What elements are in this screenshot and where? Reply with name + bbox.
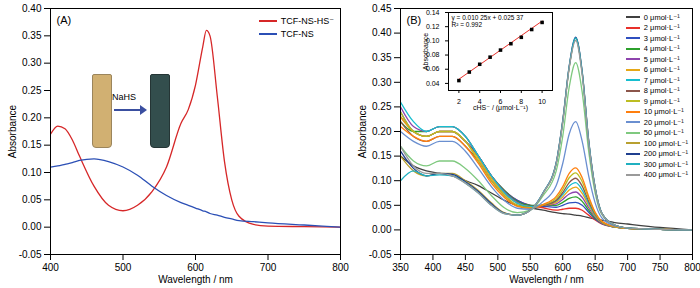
svg-text:0.00: 0.00: [22, 221, 42, 232]
svg-text:0.12: 0.12: [426, 23, 440, 30]
html-text:0 μmol·L⁻¹: 0 μmol·L⁻¹: [643, 12, 680, 22]
svg-text:(B): (B): [407, 14, 422, 26]
svg-text:6: 6: [498, 98, 503, 106]
html-text:200 μmol·L⁻¹: 200 μmol·L⁻¹: [643, 149, 688, 159]
svg-text:500: 500: [115, 262, 132, 273]
svg-text:cHS⁻ / (μmol·L⁻¹): cHS⁻ / (μmol·L⁻¹): [473, 104, 528, 112]
svg-text:0.08: 0.08: [425, 51, 440, 59]
svg-text:Absorbance: Absorbance: [422, 33, 429, 70]
svg-text:0.40: 0.40: [372, 27, 392, 38]
svg-text:Wavelength / nm: Wavelength / nm: [509, 274, 584, 285]
html-text:5 μmol·L⁻¹: 5 μmol·L⁻¹: [643, 54, 680, 64]
html-text:4 μmol·L⁻¹: 4 μmol·L⁻¹: [643, 44, 680, 54]
svg-text:0.10: 0.10: [22, 167, 42, 178]
html-text:TCF-NS: TCF-NS: [280, 28, 314, 39]
svg-text:450: 450: [457, 262, 474, 273]
svg-text:400: 400: [42, 262, 59, 273]
svg-text:(A): (A): [57, 14, 72, 26]
svg-text:0.04: 0.04: [426, 80, 440, 87]
html-text:NaHS: NaHS: [112, 92, 136, 102]
svg-text:0.10: 0.10: [372, 175, 392, 186]
svg-text:0.15: 0.15: [372, 150, 392, 161]
svg-text:500: 500: [489, 262, 506, 273]
svg-text:800: 800: [332, 262, 349, 273]
svg-text:0.15: 0.15: [22, 139, 42, 150]
html-text:300 μmol·L⁻¹: 300 μmol·L⁻¹: [643, 159, 688, 169]
html-text:TCF-NS-HS⁻: TCF-NS-HS⁻: [280, 15, 334, 26]
svg-text:0.35: 0.35: [22, 30, 42, 41]
svg-text:700: 700: [619, 262, 636, 273]
html-text:2 μmol·L⁻¹: 2 μmol·L⁻¹: [643, 23, 680, 33]
svg-text:10: 10: [538, 98, 546, 105]
svg-text:350: 350: [392, 262, 409, 273]
svg-text:Absorbance: Absorbance: [7, 104, 18, 158]
html-text:20 μmol·L⁻¹: 20 μmol·L⁻¹: [643, 117, 684, 127]
svg-text:800: 800: [684, 262, 700, 273]
html-text:3 μmol·L⁻¹: 3 μmol·L⁻¹: [643, 33, 680, 43]
svg-text:-0.05: -0.05: [19, 249, 42, 260]
svg-text:0.20: 0.20: [22, 112, 42, 123]
html-text:400 μmol·L⁻¹: 400 μmol·L⁻¹: [643, 170, 688, 180]
svg-text:700: 700: [260, 262, 277, 273]
svg-text:0.45: 0.45: [372, 3, 392, 14]
svg-text:600: 600: [187, 262, 204, 273]
html-text:10 μmol·L⁻¹: 10 μmol·L⁻¹: [643, 107, 684, 117]
svg-text:550: 550: [522, 262, 539, 273]
svg-text:650: 650: [587, 262, 604, 273]
html-text:7 μmol·L⁻¹: 7 μmol·L⁻¹: [643, 75, 680, 85]
svg-text:0.30: 0.30: [372, 77, 392, 88]
svg-text:0.05: 0.05: [22, 194, 42, 205]
svg-text:0.10: 0.10: [425, 37, 440, 45]
svg-text:y = 0.010 25x + 0.025 37R² = 0: y = 0.010 25x + 0.025 37R² = 0.992: [452, 14, 524, 28]
svg-text:0.05: 0.05: [372, 200, 392, 211]
svg-text:0.20: 0.20: [372, 126, 392, 137]
html-text:6 μmol·L⁻¹: 6 μmol·L⁻¹: [643, 65, 680, 75]
html-text:50 μmol·L⁻¹: 50 μmol·L⁻¹: [643, 128, 684, 138]
svg-text:600: 600: [554, 262, 571, 273]
svg-text:8: 8: [519, 98, 524, 106]
svg-text:-0.05: -0.05: [369, 249, 392, 260]
svg-text:2: 2: [457, 98, 461, 105]
html-text:9 μmol·L⁻¹: 9 μmol·L⁻¹: [643, 96, 680, 106]
html-text:100 μmol·L⁻¹: 100 μmol·L⁻¹: [643, 138, 688, 148]
svg-text:Absorbance: Absorbance: [357, 104, 368, 158]
svg-text:0.25: 0.25: [372, 101, 392, 112]
svg-text:4: 4: [477, 98, 482, 106]
svg-text:400: 400: [425, 262, 442, 273]
svg-text:0.00: 0.00: [372, 224, 392, 235]
html-text:8 μmol·L⁻¹: 8 μmol·L⁻¹: [643, 86, 680, 96]
svg-text:750: 750: [652, 262, 669, 273]
svg-text:Wavelength / nm: Wavelength / nm: [158, 274, 233, 285]
svg-text:0.40: 0.40: [22, 3, 42, 14]
svg-text:0.25: 0.25: [22, 85, 42, 96]
svg-text:0.06: 0.06: [425, 65, 440, 73]
svg-text:0.14: 0.14: [426, 9, 440, 16]
svg-text:0.30: 0.30: [22, 57, 42, 68]
svg-text:0.35: 0.35: [372, 52, 392, 63]
